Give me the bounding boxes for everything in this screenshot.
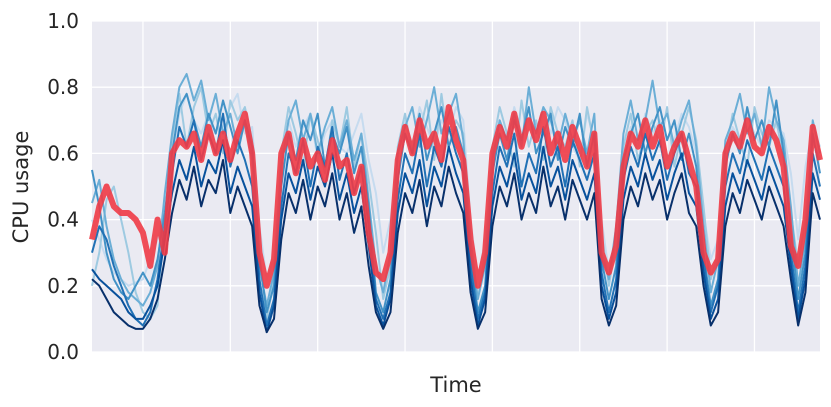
y-tick-label-0: 0.0 <box>47 340 79 364</box>
series-lines <box>89 72 823 334</box>
series-line-1 <box>91 86 821 320</box>
x-axis-title: Time <box>429 373 481 397</box>
y-tick-label-2: 0.4 <box>47 208 79 232</box>
y-tick-label-4: 0.8 <box>47 75 79 99</box>
y-tick-label-1: 0.2 <box>47 274 79 298</box>
series-line-2 <box>91 72 821 307</box>
y-tick-label-5: 1.0 <box>47 9 79 33</box>
series-line-6 <box>91 159 821 334</box>
y-tick-labels: 0.0 0.2 0.4 0.6 0.8 1.0 <box>47 9 79 364</box>
y-tick-label-3: 0.6 <box>47 141 79 165</box>
mean-series-line <box>89 104 823 289</box>
y-axis-title: CPU usage <box>9 131 33 244</box>
